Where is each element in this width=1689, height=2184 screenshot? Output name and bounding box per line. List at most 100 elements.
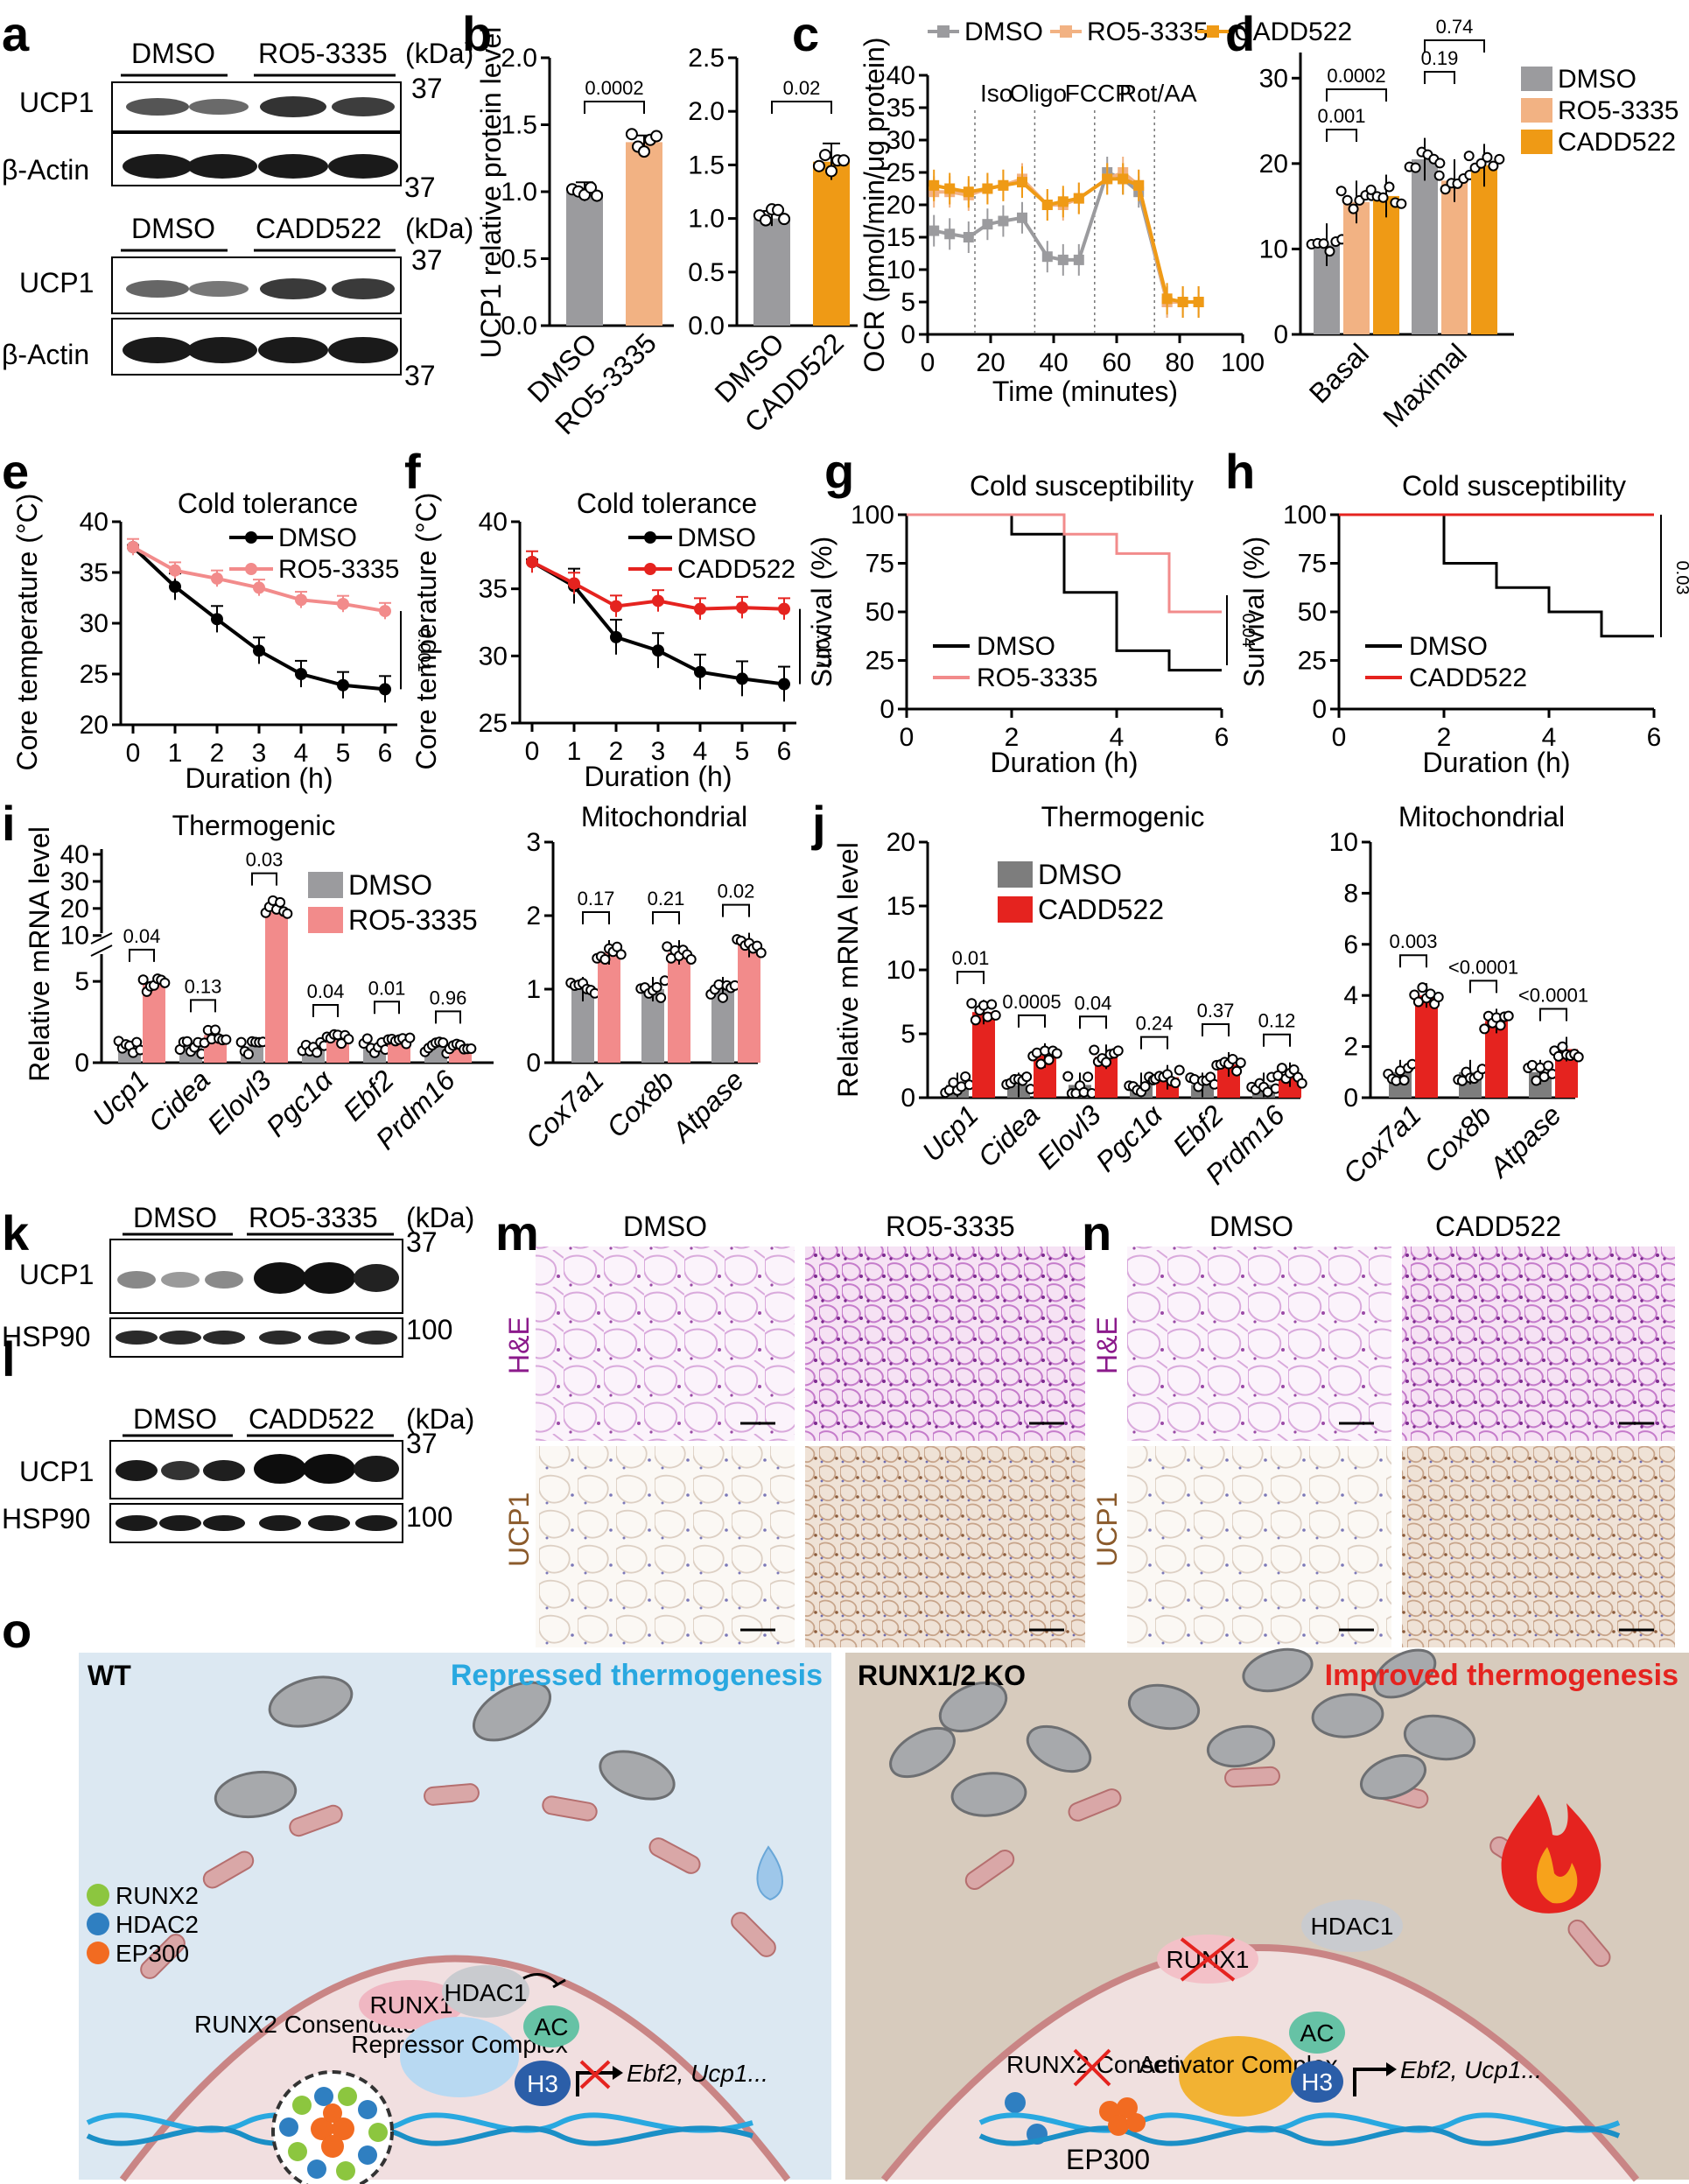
b-right-dot	[772, 203, 785, 216]
j-thermo-0-bracket	[957, 971, 985, 985]
panel-o-schematic-ko: RUNX1/2 KO Improved thermogenesis RUNX1 …	[845, 1647, 1689, 2182]
e-pvalue: 0.001	[414, 629, 433, 672]
blot-a-group-dmso2: DMSO	[131, 213, 215, 244]
d-dot	[1335, 186, 1347, 197]
j-thermo-1-pvalue: 0.0005	[1002, 991, 1061, 1013]
i-thermo-dot	[221, 1034, 232, 1045]
f-legend-marker	[644, 563, 656, 575]
h-pvalue: 0.03	[1672, 561, 1689, 595]
schematic-wt-hdac1: HDAC1	[445, 1979, 528, 2006]
c-point	[1057, 254, 1069, 265]
c-point	[1193, 297, 1204, 307]
b-left-bracket	[584, 101, 645, 114]
j-legend-swatch	[998, 861, 1033, 888]
f-ytick-label: 40	[479, 508, 508, 537]
j-thermo-dot	[1062, 1071, 1074, 1082]
g-xlabel: Duration (h)	[991, 747, 1139, 778]
i-thermo-0-pvalue: 0.04	[123, 925, 161, 947]
hist-n-row-he: H&E	[1091, 1317, 1123, 1374]
c-point	[1133, 179, 1145, 191]
j-thermo-dot	[1231, 1065, 1243, 1077]
c-ylabel: OCR (pmol/min/μg protein)	[859, 38, 890, 373]
i-ytick-label: 40	[60, 840, 89, 869]
e-point	[211, 572, 223, 585]
blot-k-hsp90	[109, 1317, 403, 1358]
d-ytick-label: 0	[1273, 320, 1288, 349]
d-p2-pvalue: 0.0002	[1327, 65, 1385, 87]
b-right-dot	[837, 154, 851, 167]
i-thermo-1-bracket	[190, 999, 216, 1013]
i-mito-ytick-label: 1	[526, 975, 541, 1004]
c-point	[944, 228, 956, 240]
j-thermo-dot	[1235, 1057, 1246, 1069]
i-thermo-category-label: Ucp1	[87, 1064, 155, 1132]
j-mito-2-pvalue: <0.0001	[1518, 985, 1588, 1007]
i-mito-1-pvalue: 0.21	[648, 888, 685, 909]
b-right-dot	[778, 213, 791, 226]
j-thermo-dot	[1089, 1044, 1100, 1056]
b-left-dot	[591, 189, 604, 202]
d-dot	[1440, 184, 1451, 195]
c-xtick-label: 20	[976, 348, 1005, 377]
d-dot	[1324, 246, 1335, 257]
h-xtick-label: 6	[1647, 723, 1662, 752]
schematic-ko-h3: H3	[1301, 2068, 1333, 2096]
j-thermo-dot	[1139, 1081, 1151, 1092]
j-mito-dot	[1433, 992, 1444, 1003]
i-ytick-label: 5	[74, 967, 89, 996]
e-legend-label: DMSO	[278, 523, 357, 552]
c-xtick-label: 100	[1221, 348, 1265, 377]
g-survival-curve	[907, 513, 1222, 614]
f-xlabel: Duration (h)	[585, 761, 732, 792]
panel-label-f: f	[404, 444, 421, 499]
blot-l-row-hsp90: HSP90	[2, 1503, 90, 1534]
c-point	[1073, 254, 1084, 265]
g-legend-label: RO5-3335	[977, 664, 1097, 692]
schematic-ko-hdac1: HDAC1	[1311, 1913, 1394, 1940]
i-mito-0-bracket	[582, 911, 610, 924]
j-thermo-title: Thermogenic	[1041, 801, 1205, 832]
chart-f-cold-tolerance: 25 30 35 40 0 1 2 3 4 5 6 Duration (h) Core temperat…	[410, 488, 832, 792]
panel-label-j: j	[811, 796, 826, 851]
b-right-ytick-label: 2.0	[688, 97, 725, 126]
panel-label-d: d	[1225, 6, 1255, 61]
d-p3-bracket	[1424, 71, 1455, 84]
b-left-bar	[566, 192, 603, 326]
blot-k-row-ucp1: UCP1	[19, 1259, 94, 1290]
b-left-ytick-label: 1.5	[501, 111, 537, 140]
i-thermo-dot	[159, 977, 171, 988]
h-xtick-label: 2	[1437, 723, 1452, 752]
e-point	[337, 597, 349, 610]
f-point	[694, 602, 706, 615]
i-thermo-dot	[282, 908, 293, 919]
blot-a-row-ucp1-bottom: UCP1	[19, 267, 94, 298]
g-xtick-label: 0	[900, 723, 915, 752]
c-point	[1118, 173, 1129, 185]
j-thermo-dot	[1043, 1054, 1055, 1065]
i-legend-swatch	[308, 907, 343, 933]
i-mito-bar	[598, 952, 620, 1063]
j-thermo-3-pvalue: 0.24	[1136, 1013, 1174, 1035]
c-injection-label: Rot/AA	[1119, 80, 1197, 107]
e-xtick-label: 6	[378, 739, 393, 768]
i-thermo-title: Thermogenic	[172, 810, 336, 841]
c-xtick-label: 60	[1102, 348, 1131, 377]
d-legend-swatch	[1521, 130, 1552, 154]
e-xlabel: Duration (h)	[186, 762, 333, 794]
d-ytick-label: 30	[1259, 64, 1288, 93]
c-ytick-label: 40	[887, 61, 915, 90]
j-ylabel: Relative mRNA level	[832, 842, 864, 1098]
j-mito-dot	[1398, 1075, 1410, 1086]
i-mito-2-pvalue: 0.02	[718, 881, 755, 902]
panel-label-m: m	[495, 1205, 539, 1261]
j-thermo-dot	[966, 998, 978, 1009]
b-right-dot	[825, 165, 837, 178]
j-thermo-ytick-label: 20	[887, 828, 915, 857]
blot-a-group-cadd: CADD522	[256, 213, 382, 244]
c-injection-label: Oligo	[1010, 80, 1067, 107]
d-p1-pvalue: 0.001	[1317, 105, 1365, 127]
f-point	[778, 602, 790, 615]
panel-o-schematic-wt: WT Repressed thermogenesis RUNX2 HDAC2 E…	[79, 1653, 831, 2184]
c-ytick-label: 30	[887, 126, 915, 155]
